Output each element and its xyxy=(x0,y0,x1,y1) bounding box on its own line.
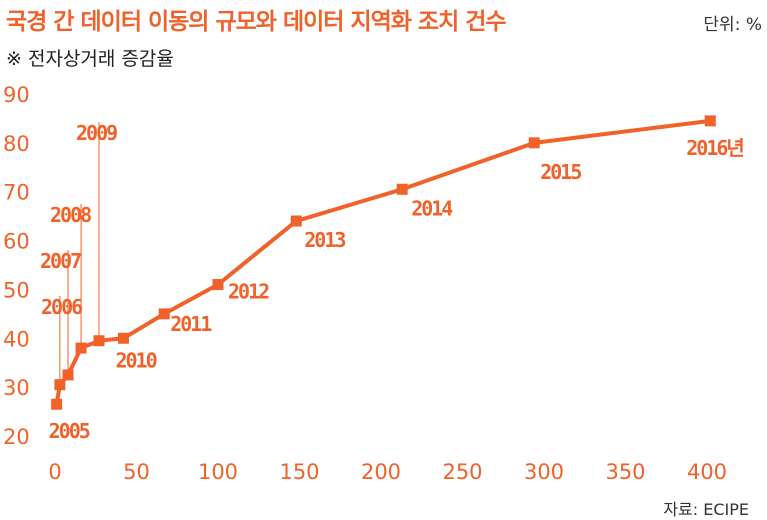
data-label: 2007 xyxy=(40,249,81,273)
data-point-marker xyxy=(51,398,63,410)
data-label: 2010 xyxy=(115,348,156,372)
x-tick-label: 50 xyxy=(123,460,150,484)
data-label: 2005 xyxy=(49,419,90,443)
y-tick-label: 50 xyxy=(3,278,30,302)
y-tick-label: 30 xyxy=(3,376,30,400)
y-tick-label: 90 xyxy=(3,83,30,107)
x-tick-label: 150 xyxy=(279,460,319,484)
data-point-marker xyxy=(704,115,716,127)
unit-label: 단위: % xyxy=(703,15,762,35)
source-note: 자료: ECIPE xyxy=(663,500,749,519)
data-label: 2009 xyxy=(76,121,117,145)
data-label: 2011 xyxy=(170,312,212,336)
x-tick-label: 300 xyxy=(524,460,564,484)
chart-title: 국경 간 데이터 이동의 규모와 데이터 지역화 조치 건수 xyxy=(6,9,507,35)
y-tick-label: 70 xyxy=(3,181,30,205)
data-label: 2013 xyxy=(304,228,345,252)
data-label: 2014 xyxy=(411,196,453,220)
data-point-marker xyxy=(62,369,74,381)
data-label: 2006 xyxy=(41,295,82,319)
data-label: 2016년 xyxy=(686,136,743,160)
y-tick-label: 40 xyxy=(3,327,30,351)
y-tick-label: 20 xyxy=(3,425,30,449)
data-label: 2015 xyxy=(540,160,581,184)
data-point-marker xyxy=(158,308,170,320)
x-tick-label: 400 xyxy=(687,460,727,484)
x-tick-label: 200 xyxy=(361,460,401,484)
data-point-marker xyxy=(54,379,66,391)
y-tick-label: 80 xyxy=(3,132,30,156)
x-tick-label: 350 xyxy=(605,460,645,484)
x-tick-label: 0 xyxy=(48,460,61,484)
data-point-marker xyxy=(396,183,408,195)
x-tick-label: 250 xyxy=(442,460,482,484)
title-row: 국경 간 데이터 이동의 규모와 데이터 지역화 조치 건수 단위: % xyxy=(6,2,762,38)
data-point-marker xyxy=(212,279,224,291)
data-point-marker xyxy=(75,342,87,354)
data-point-marker xyxy=(117,332,129,344)
x-tick-label: 100 xyxy=(198,460,238,484)
data-label: 2012 xyxy=(228,280,269,304)
data-point-marker xyxy=(93,335,105,347)
y-tick-label: 60 xyxy=(3,230,30,254)
data-point-marker xyxy=(528,137,540,149)
data-point-marker xyxy=(290,215,302,227)
data-label: 2008 xyxy=(50,203,91,227)
chart-subtitle: ※ 전자상거래 증감율 xyxy=(6,48,174,70)
